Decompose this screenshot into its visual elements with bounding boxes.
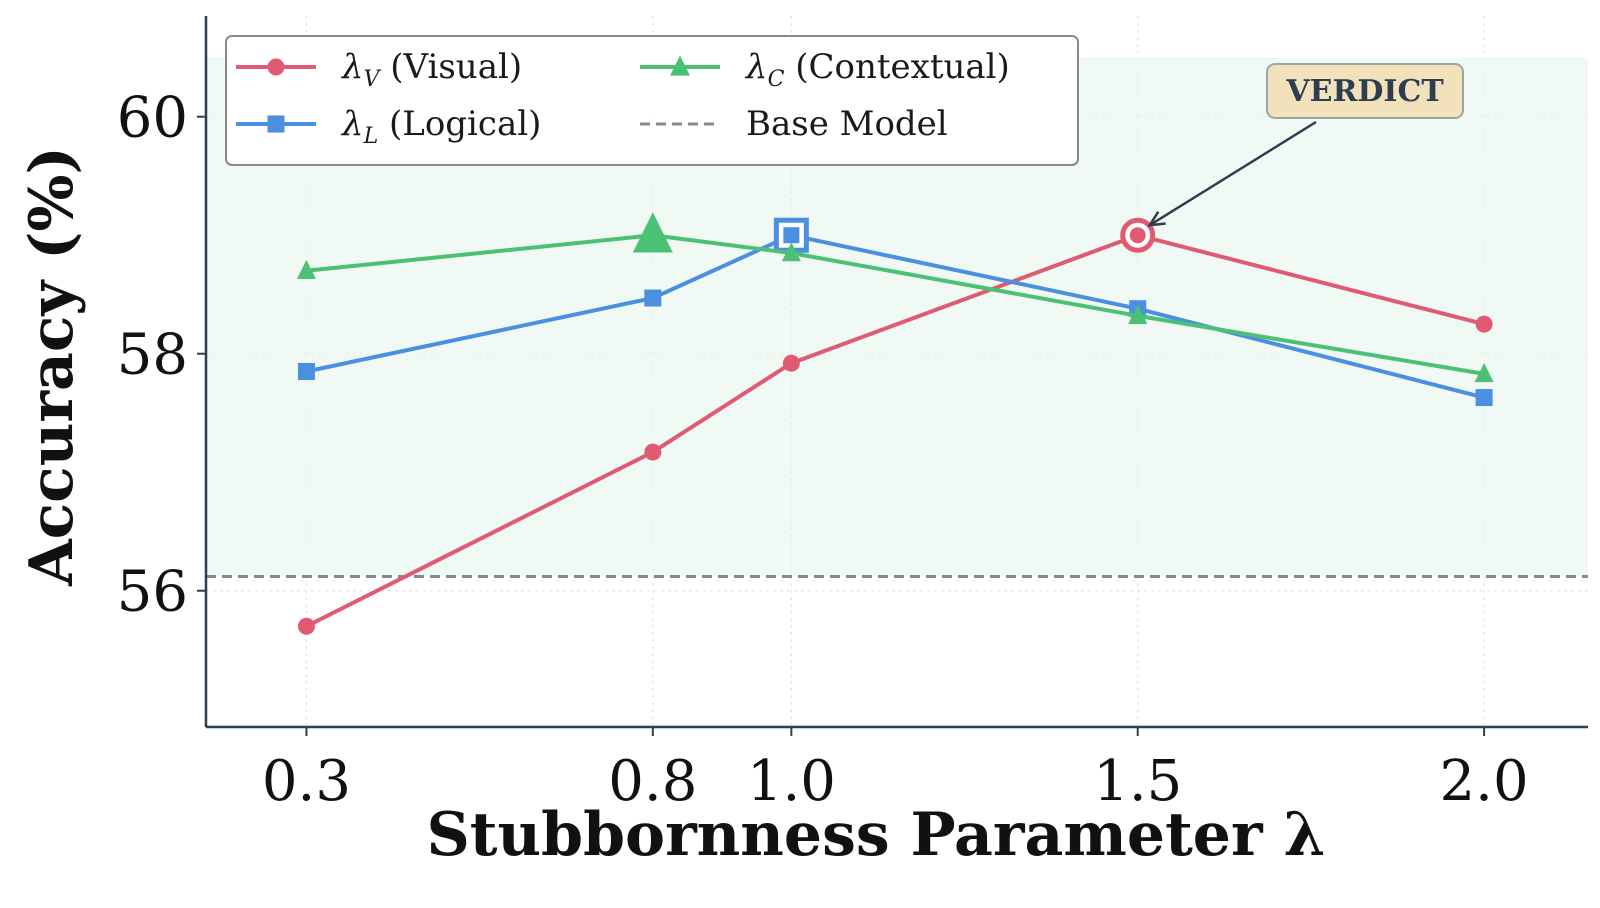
legend-item: λL (Logical) bbox=[236, 104, 541, 149]
x-tick-label: 0.3 bbox=[262, 749, 351, 814]
legend-label: λL (Logical) bbox=[340, 104, 541, 149]
legend-item: λC (Contextual) bbox=[640, 47, 1010, 92]
legend-items: λV (Visual) λL (Logical) λC (Contextual) Ba… bbox=[236, 47, 1010, 149]
legend-item: Base Model bbox=[640, 104, 948, 144]
series-0 bbox=[297, 217, 1493, 635]
series-layer bbox=[296, 212, 1494, 635]
y-axis-label: Accuracy (%) bbox=[17, 146, 87, 587]
y-tick-label: 56 bbox=[117, 560, 188, 625]
highlight-point bbox=[632, 212, 673, 253]
ticks-layer: 0.3 0.8 1.0 1.5 2.0 56 58 60 bbox=[117, 86, 1529, 814]
y-tick-label: 58 bbox=[117, 323, 188, 388]
data-point bbox=[1475, 389, 1493, 407]
legend-label: Base Model bbox=[746, 104, 948, 144]
x-axis-label: Stubbornness Parameter λ bbox=[426, 800, 1325, 870]
data-point bbox=[644, 443, 662, 461]
data-point bbox=[297, 363, 315, 380]
x-tick-label: 1.5 bbox=[1093, 749, 1182, 814]
y-tick-label: 60 bbox=[117, 86, 188, 151]
verdict-annotation: VERDICT bbox=[1147, 63, 1464, 227]
highlight-point-core bbox=[783, 227, 800, 244]
legend-swatch-marker bbox=[670, 55, 690, 76]
data-point bbox=[296, 259, 316, 279]
annotation-box bbox=[1266, 63, 1464, 119]
annotation-text: VERDICT bbox=[1285, 74, 1444, 109]
annotation-arrow bbox=[1149, 120, 1317, 227]
data-point bbox=[781, 242, 801, 262]
x-tick-label: 0.8 bbox=[608, 749, 697, 814]
data-point bbox=[1474, 362, 1494, 383]
legend: λV (Visual) λL (Logical) λC (Contextual) Ba… bbox=[225, 35, 1079, 166]
data-point bbox=[1475, 315, 1493, 333]
legend-item: λV (Visual) bbox=[236, 47, 522, 92]
legend-swatch-marker bbox=[267, 115, 285, 133]
legend-label: λC (Contextual) bbox=[744, 47, 1010, 92]
series-2 bbox=[296, 212, 1494, 383]
data-point bbox=[297, 617, 315, 635]
legend-swatch-marker bbox=[267, 58, 285, 76]
legend-label: λV (Visual) bbox=[340, 47, 522, 92]
x-tick-label: 1.0 bbox=[747, 749, 836, 814]
axes-layer bbox=[204, 16, 1588, 729]
legend-frame bbox=[225, 35, 1079, 166]
data-point bbox=[782, 354, 800, 372]
x-tick-label: 2.0 bbox=[1440, 749, 1529, 814]
highlight-point-core bbox=[1129, 227, 1146, 244]
data-point bbox=[1128, 304, 1148, 324]
data-point bbox=[644, 289, 662, 307]
annotation-arrowhead bbox=[1147, 211, 1166, 227]
